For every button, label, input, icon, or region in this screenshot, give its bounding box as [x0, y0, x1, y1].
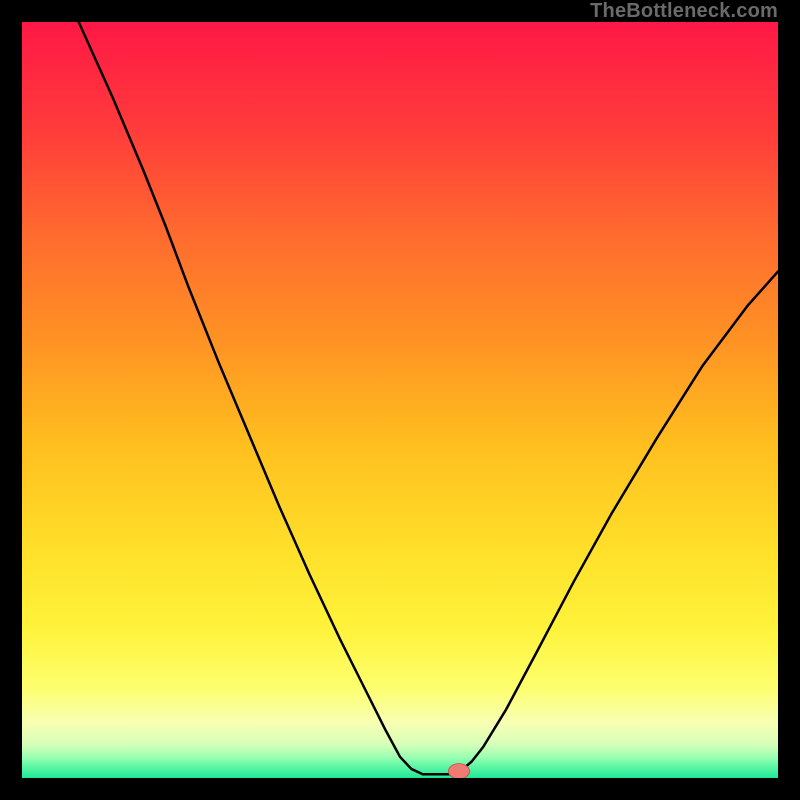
- plot-area: [22, 22, 778, 778]
- chart-background: [22, 22, 778, 778]
- chart-svg: [22, 22, 778, 778]
- watermark-text: TheBottleneck.com: [590, 0, 778, 23]
- minimum-marker: [448, 764, 469, 778]
- chart-frame: TheBottleneck.com: [0, 0, 800, 800]
